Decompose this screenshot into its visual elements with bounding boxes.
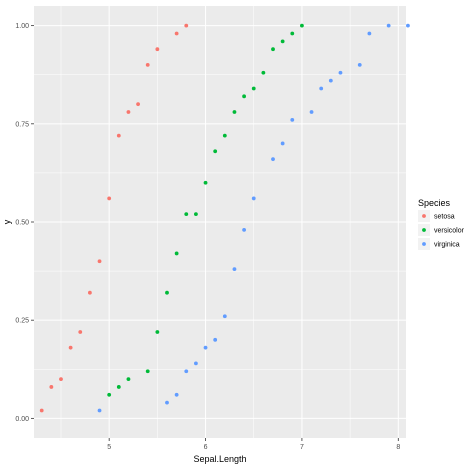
data-point-versicolor bbox=[203, 180, 208, 185]
data-point-virginica bbox=[328, 78, 333, 83]
data-point-setosa bbox=[107, 196, 112, 201]
legend: Species setosa versicolor virginica bbox=[418, 198, 465, 250]
x-tick-label: 6 bbox=[204, 444, 208, 451]
data-point-virginica bbox=[309, 110, 314, 114]
data-point-virginica bbox=[357, 63, 362, 67]
data-point-setosa bbox=[68, 345, 73, 350]
legend-label-virginica: virginica bbox=[434, 242, 460, 249]
data-point-virginica bbox=[367, 31, 372, 36]
legend-label-setosa: setosa bbox=[434, 214, 455, 221]
data-point-versicolor bbox=[222, 133, 227, 138]
y-axis-title: y bbox=[2, 219, 12, 224]
data-point-versicolor bbox=[290, 31, 295, 36]
legend-key-point-setosa bbox=[422, 214, 426, 218]
x-axis-ticks: 5 6 7 8 bbox=[107, 438, 400, 451]
data-point-virginica bbox=[251, 196, 256, 201]
data-point-setosa bbox=[49, 385, 54, 389]
data-point-versicolor bbox=[145, 369, 150, 374]
data-point-virginica bbox=[97, 408, 102, 413]
data-point-virginica bbox=[232, 267, 237, 272]
data-point-versicolor bbox=[300, 23, 304, 28]
data-point-versicolor bbox=[261, 70, 266, 75]
data-point-setosa bbox=[78, 330, 83, 334]
data-point-setosa bbox=[59, 377, 63, 381]
data-point-versicolor bbox=[184, 212, 189, 217]
data-point-virginica bbox=[165, 400, 169, 405]
data-point-virginica bbox=[406, 23, 410, 28]
data-point-versicolor bbox=[174, 251, 179, 256]
y-tick-label: 0.25 bbox=[15, 318, 29, 325]
major-gridlines bbox=[34, 6, 406, 438]
data-point-virginica bbox=[184, 369, 189, 374]
data-point-setosa bbox=[184, 23, 189, 28]
data-point-virginica bbox=[271, 157, 275, 162]
data-point-virginica bbox=[222, 314, 227, 319]
data-point-virginica bbox=[338, 70, 343, 75]
data-point-virginica bbox=[386, 23, 391, 28]
y-axis-ticks: 0.00 0.25 0.50 0.75 1.00 bbox=[15, 23, 34, 423]
data-point-virginica bbox=[194, 361, 198, 366]
data-point-virginica bbox=[242, 227, 246, 232]
data-point-virginica bbox=[280, 141, 285, 146]
y-tick-label: 0.50 bbox=[15, 220, 29, 227]
data-point-versicolor bbox=[116, 385, 121, 389]
data-point-setosa bbox=[97, 259, 102, 264]
data-point-setosa bbox=[126, 110, 131, 114]
data-point-setosa bbox=[174, 31, 179, 36]
data-point-versicolor bbox=[155, 330, 160, 334]
data-point-virginica bbox=[203, 345, 208, 350]
y-tick-label: 1.00 bbox=[15, 23, 29, 30]
data-point-versicolor bbox=[280, 39, 285, 44]
y-tick-label: 0.00 bbox=[15, 416, 29, 423]
data-point-versicolor bbox=[126, 377, 131, 381]
y-tick-label: 0.75 bbox=[15, 121, 29, 128]
data-point-virginica bbox=[319, 86, 324, 91]
data-point-versicolor bbox=[165, 290, 169, 295]
data-point-versicolor bbox=[251, 86, 256, 91]
data-point-versicolor bbox=[242, 94, 246, 99]
legend-key-point-versicolor bbox=[422, 228, 426, 232]
x-tick-label: 8 bbox=[396, 444, 400, 451]
data-point-versicolor bbox=[213, 149, 218, 154]
data-point-versicolor bbox=[232, 110, 237, 114]
data-point-setosa bbox=[145, 63, 150, 67]
legend-title: Species bbox=[418, 198, 451, 208]
data-point-versicolor bbox=[271, 47, 275, 52]
data-point-setosa bbox=[136, 102, 140, 107]
x-tick-label: 5 bbox=[107, 444, 111, 451]
data-point-setosa bbox=[87, 290, 92, 295]
legend-label-versicolor: versicolor bbox=[434, 228, 465, 235]
data-point-versicolor bbox=[194, 212, 198, 217]
data-point-virginica bbox=[213, 337, 218, 342]
data-point-setosa bbox=[39, 408, 44, 413]
data-point-setosa bbox=[155, 47, 160, 52]
legend-key-point-virginica bbox=[422, 242, 426, 246]
data-point-virginica bbox=[174, 392, 179, 397]
data-point-virginica bbox=[290, 117, 295, 122]
data-points bbox=[39, 23, 410, 413]
data-point-versicolor bbox=[107, 392, 112, 397]
x-tick-label: 7 bbox=[300, 444, 304, 451]
x-axis-title: Sepal.Length bbox=[193, 454, 246, 464]
data-point-setosa bbox=[116, 133, 121, 138]
